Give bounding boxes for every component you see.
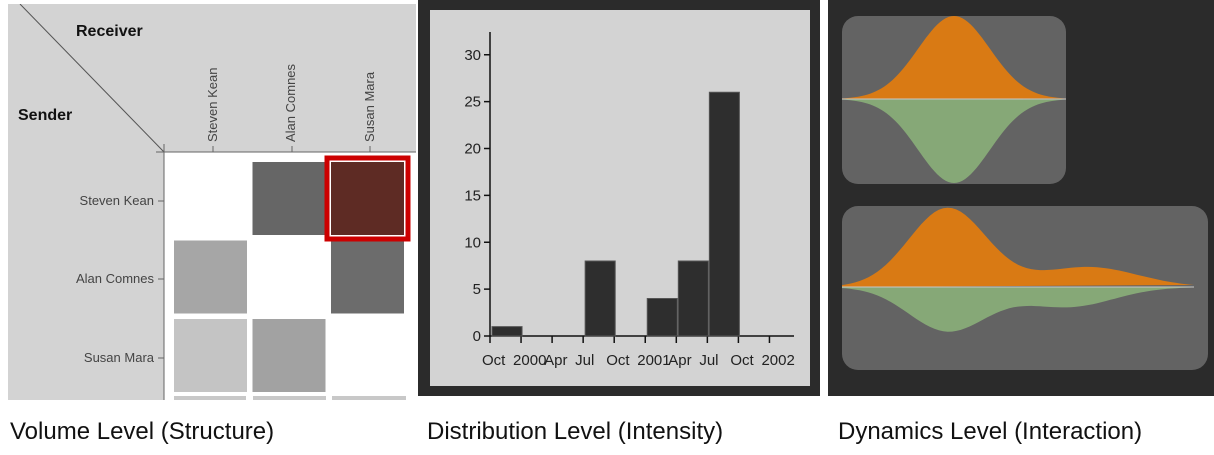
dynamics-stream-bottom	[842, 207, 1194, 332]
receiver-header: Receiver	[76, 23, 143, 40]
dynamics-panel	[828, 0, 1214, 396]
x-tick-label: Apr	[668, 352, 691, 369]
partial-cell-strip	[253, 396, 326, 400]
column-label-susan-mara: Susan Mara	[362, 71, 377, 142]
x-tick-label: Jul	[699, 352, 718, 369]
y-tick-label: 20	[464, 141, 481, 158]
histogram-plot-area	[430, 10, 810, 386]
caption-dynamics-level: Dynamics Level (Interaction)	[838, 418, 1143, 445]
y-tick-label: 25	[464, 94, 481, 111]
y-tick-label: 30	[464, 47, 481, 64]
stream-lower-band[interactable]	[842, 99, 1066, 183]
x-tick-label: 2002	[761, 352, 794, 369]
histogram-bar[interactable]	[708, 91, 740, 337]
partial-cell-strip	[332, 396, 406, 400]
stream-upper-band[interactable]	[842, 16, 1066, 99]
y-tick-label: 5	[473, 281, 481, 298]
histogram-bar[interactable]	[491, 326, 523, 337]
row-labels: Steven Kean Alan Comnes Susan Mara	[76, 193, 155, 365]
caption-volume-level: Volume Level (Structure)	[10, 418, 275, 445]
y-axis: 0 5 10 15 20 25 30	[464, 32, 491, 345]
matrix-cell[interactable]	[174, 319, 247, 392]
matrix-cell[interactable]	[174, 240, 247, 314]
x-tick-label: Jul	[575, 352, 594, 369]
x-tick-label: Apr	[544, 352, 567, 369]
column-label-alan-comnes: Alan Comnes	[283, 63, 298, 142]
row-label-alan-comnes: Alan Comnes	[76, 271, 155, 286]
row-label-steven-kean: Steven Kean	[80, 193, 154, 208]
histogram-bar[interactable]	[646, 298, 678, 337]
partial-cell-strip	[174, 396, 246, 400]
matrix-cell[interactable]	[252, 162, 326, 235]
caption-distribution-level: Distribution Level (Intensity)	[427, 418, 724, 445]
column-label-steven-kean: Steven Kean	[205, 68, 220, 142]
x-tick-label: 2000	[513, 352, 546, 369]
matrix-cell[interactable]	[252, 319, 326, 392]
y-tick-label: 15	[464, 187, 481, 204]
y-tick-label: 0	[473, 328, 481, 345]
matrix-cell[interactable]	[331, 240, 404, 314]
x-tick-label: Oct	[606, 352, 630, 369]
selected-cell-highlight	[324, 155, 411, 242]
x-tick-label: Oct	[730, 352, 754, 369]
corner-diagonal	[19, 4, 165, 153]
matrix-axes	[156, 144, 416, 400]
matrix-bottom-strips	[174, 396, 406, 400]
column-labels: Steven Kean Alan Comnes Susan Mara	[205, 63, 377, 142]
matrix-cell[interactable]	[331, 162, 404, 235]
x-tick-label: Oct	[482, 352, 506, 369]
histogram-bar[interactable]	[677, 260, 709, 337]
sender-header: Sender	[18, 107, 72, 124]
y-tick-label: 10	[464, 234, 481, 251]
matrix-cells	[174, 155, 411, 392]
stream-lower-band[interactable]	[842, 287, 1194, 332]
stream-upper-band[interactable]	[842, 207, 1194, 287]
histogram-bars	[491, 91, 740, 337]
row-label-susan-mara: Susan Mara	[84, 350, 155, 365]
x-tick-label: 2001	[637, 352, 670, 369]
volume-matrix-panel: Receiver Sender Steven Kean Alan Comnes …	[8, 4, 416, 400]
histogram-bar[interactable]	[584, 260, 616, 337]
dynamics-stream-top	[842, 16, 1066, 183]
